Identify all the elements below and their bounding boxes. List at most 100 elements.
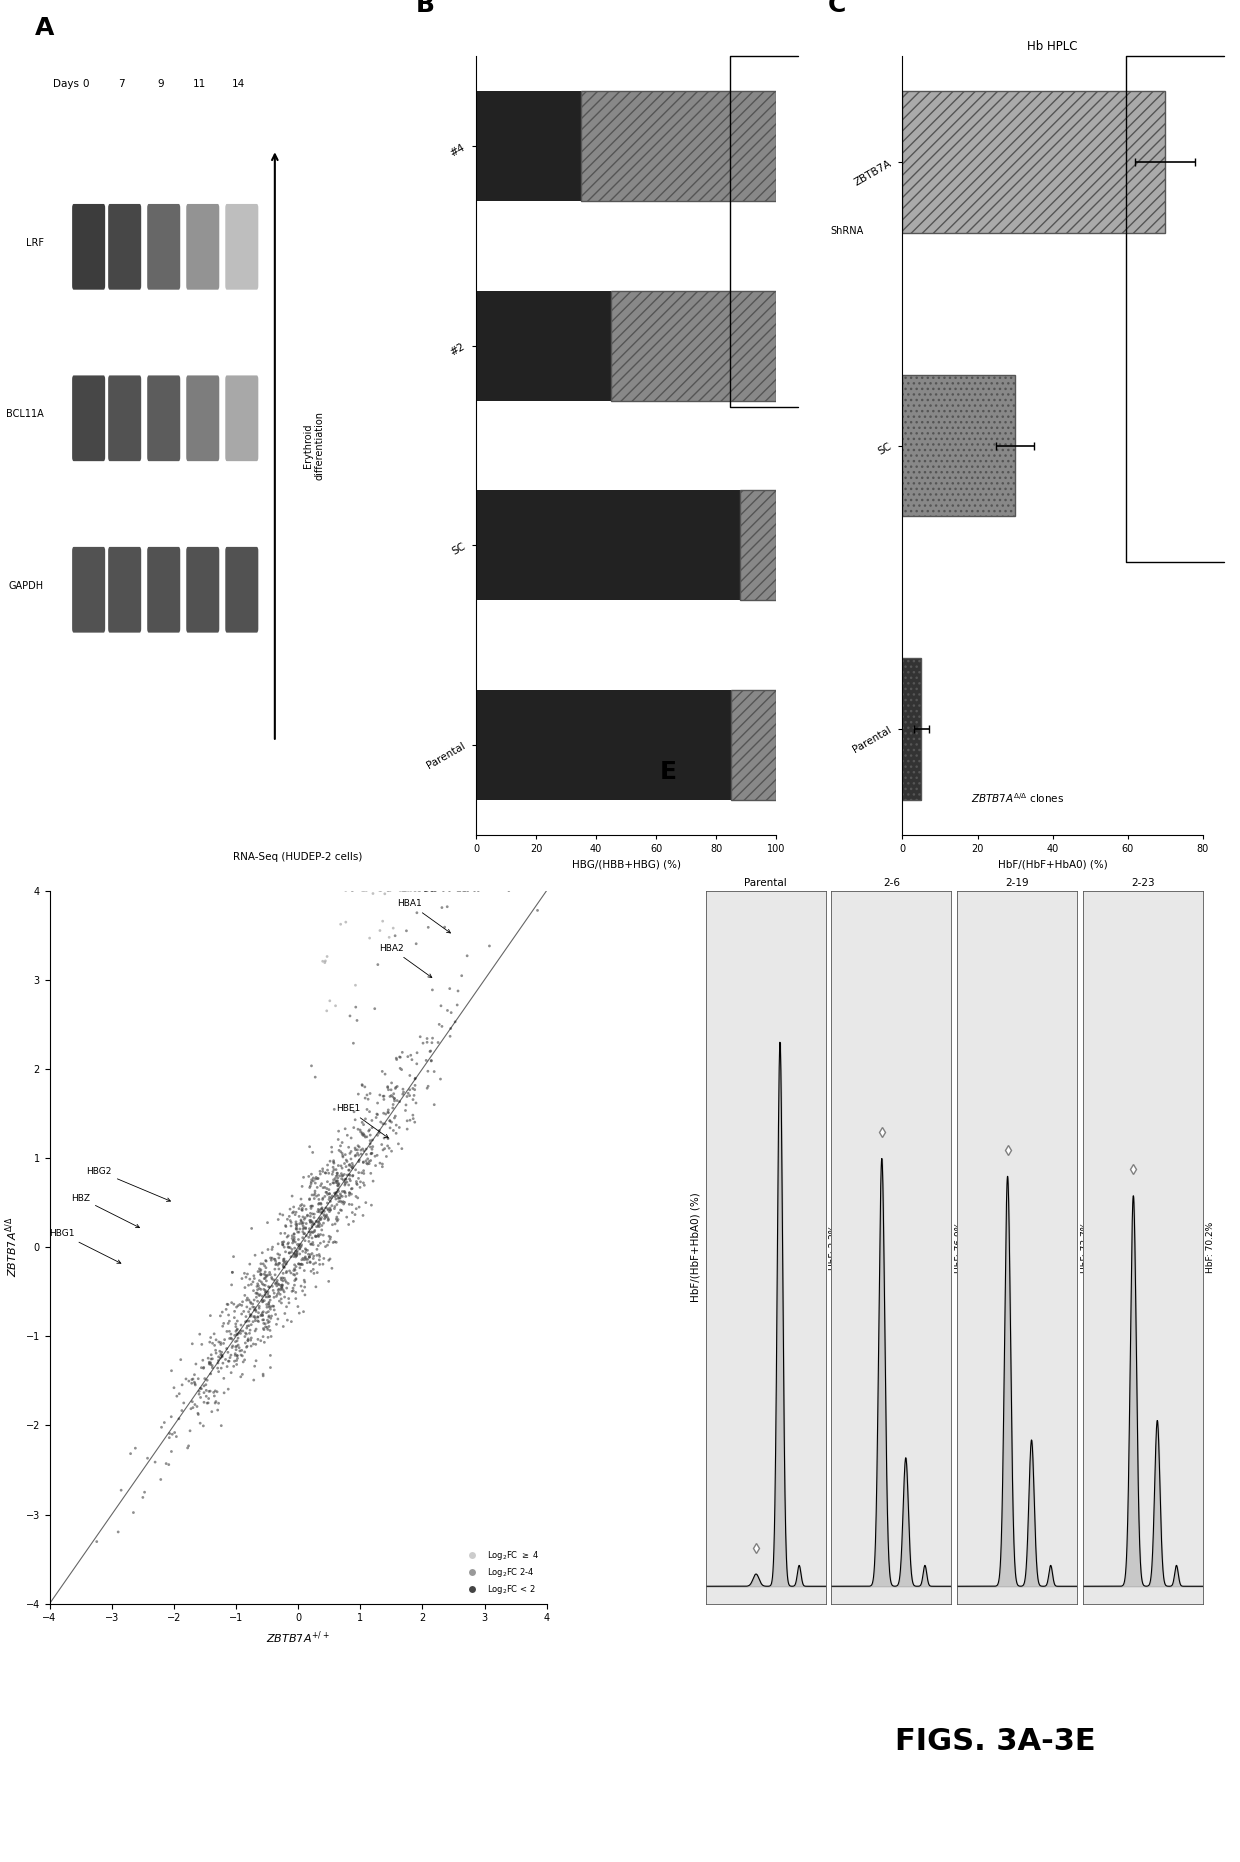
Point: [270, 1218, 290, 1248]
Point: [311, 1190, 331, 1220]
Point: [301, 1205, 321, 1235]
Legend: Log$_2$FC $\geq$ 4, Log$_2$FC 2-4, Log$_2$FC < 2: Log$_2$FC $\geq$ 4, Log$_2$FC 2-4, Log$_…: [460, 1545, 543, 1599]
Point: [285, 1233, 305, 1262]
Point: [275, 1266, 295, 1296]
Point: [247, 1283, 267, 1313]
Point: [234, 1296, 254, 1326]
Point: [352, 875, 372, 905]
Point: [283, 1277, 303, 1307]
Point: [258, 1315, 278, 1344]
Point: [362, 1138, 382, 1167]
Point: [226, 1328, 246, 1357]
Point: [272, 1272, 291, 1302]
Point: [342, 875, 362, 905]
Point: [151, 1413, 171, 1443]
Point: [182, 1365, 202, 1395]
Point: [301, 1257, 321, 1287]
Point: [259, 1257, 279, 1287]
Point: [260, 1316, 280, 1346]
Point: [244, 1302, 264, 1331]
Point: [254, 1309, 274, 1339]
Point: [401, 1061, 420, 1091]
Point: [319, 1227, 339, 1257]
Point: [229, 1333, 249, 1363]
Point: [336, 875, 356, 905]
Point: [289, 1249, 309, 1279]
Point: [357, 1080, 377, 1110]
Point: [205, 1382, 224, 1411]
Point: [172, 1370, 192, 1400]
Point: [278, 1268, 298, 1298]
Point: [439, 875, 459, 905]
Point: [190, 1320, 210, 1350]
Point: [274, 1251, 294, 1281]
Point: [268, 1270, 288, 1300]
Point: [356, 875, 376, 905]
Point: [383, 912, 403, 942]
Point: [343, 1113, 363, 1143]
Point: [388, 1128, 408, 1158]
Point: [224, 1346, 244, 1376]
Point: [305, 1216, 325, 1246]
Point: [326, 1227, 346, 1257]
Point: [228, 1324, 248, 1354]
Point: [211, 1302, 231, 1331]
Point: [186, 1370, 206, 1400]
Point: [195, 1363, 215, 1393]
Point: [398, 1041, 418, 1071]
Point: [259, 1307, 279, 1337]
Point: [260, 1303, 280, 1333]
Point: [352, 1108, 372, 1138]
Point: [335, 1140, 355, 1169]
Point: [399, 1080, 419, 1110]
Point: [326, 1154, 346, 1184]
Point: [275, 1236, 295, 1266]
Point: [371, 875, 391, 905]
Point: [417, 1028, 436, 1058]
Bar: [476, 490, 740, 600]
Point: [360, 924, 379, 953]
Point: [325, 1095, 345, 1125]
Point: [201, 1302, 221, 1331]
Point: [255, 1275, 275, 1305]
Point: [317, 1179, 337, 1208]
Point: [247, 1272, 267, 1302]
Point: [365, 1141, 384, 1171]
Point: [357, 1149, 377, 1179]
Point: [417, 1045, 436, 1074]
Point: [239, 1249, 259, 1279]
Point: [422, 875, 441, 905]
Point: [239, 1264, 259, 1294]
Point: [263, 1233, 283, 1262]
Point: [310, 1208, 330, 1238]
Point: [384, 1102, 404, 1132]
Point: [337, 1160, 357, 1190]
Point: [351, 1167, 371, 1197]
Point: [350, 1192, 370, 1221]
Point: [206, 1335, 226, 1365]
Point: [211, 1339, 231, 1369]
Point: [308, 1207, 327, 1236]
Point: [249, 1294, 269, 1324]
Point: [315, 1201, 335, 1231]
Point: [145, 1447, 165, 1477]
Point: [308, 1164, 327, 1194]
Point: [325, 1192, 345, 1221]
Point: [373, 1108, 393, 1138]
Point: [278, 1205, 298, 1235]
Point: [305, 1179, 325, 1208]
Point: [257, 1246, 277, 1275]
Point: [378, 1097, 398, 1127]
Point: [248, 1324, 268, 1354]
Point: [329, 1177, 348, 1207]
Point: [386, 1100, 405, 1130]
Point: [227, 1326, 247, 1356]
Point: [244, 1261, 264, 1290]
Point: [246, 1303, 265, 1333]
Point: [378, 1130, 398, 1160]
Point: [284, 1221, 304, 1251]
Point: [216, 1344, 236, 1374]
Point: [360, 1115, 379, 1145]
Point: [300, 1242, 320, 1272]
Point: [480, 931, 500, 961]
